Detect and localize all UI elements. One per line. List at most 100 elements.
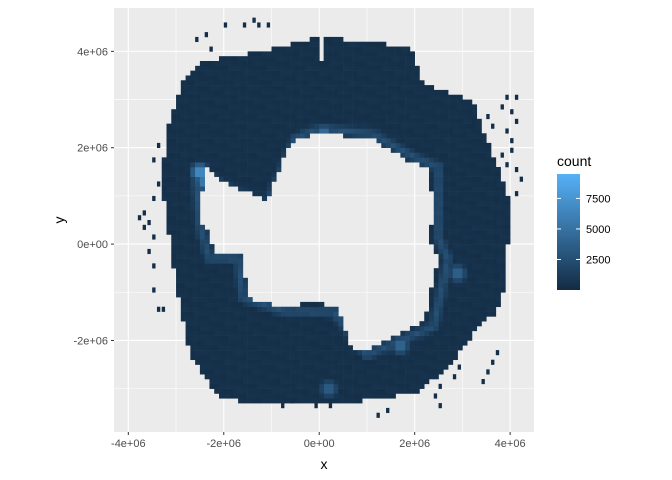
heatmap-tile [376,80,382,86]
heatmap-tile [247,85,253,91]
heatmap-tile [452,142,458,149]
heatmap-tile [233,369,239,375]
heatmap-tile [424,340,430,346]
heatmap-tile [242,393,248,399]
heatmap-tile [266,167,272,173]
heatmap-tile [448,292,454,298]
heatmap-tile [257,176,263,182]
heatmap-tile [285,138,291,144]
heatmap-tile [281,65,287,71]
heatmap-tile [429,301,435,308]
heatmap-tile [219,142,225,149]
heatmap-tile [266,99,272,105]
heatmap-tile [314,301,320,308]
heatmap-tile [381,133,387,139]
heatmap-tile [266,316,272,322]
heatmap-tile [304,301,310,308]
heatmap-tile [228,176,234,182]
heatmap-tile [290,114,296,120]
heatmap-tile [195,205,201,211]
heatmap-tile [386,61,392,67]
heatmap-tile [214,85,220,91]
heatmap-tile [429,94,435,100]
heatmap-tile [228,114,234,120]
heatmap-tile [309,388,315,394]
heatmap-tile [357,94,363,100]
heatmap-tile [176,253,182,259]
heatmap-tile [471,109,478,115]
heatmap-tile [362,65,368,71]
heatmap-tile [352,94,358,100]
heatmap-tile [500,191,506,197]
heatmap-tile [171,123,177,129]
heatmap-tile [405,359,411,365]
heatmap-tile [242,388,248,394]
heatmap-tile [471,191,478,197]
heatmap-tile [228,364,234,370]
heatmap-tile [199,273,205,279]
heatmap-tile [176,104,182,110]
heatmap-tile [457,200,463,206]
heatmap-tile [405,345,411,351]
heatmap-tile [409,157,415,163]
heatmap-tile [462,171,468,177]
heatmap-tile [176,114,182,120]
heatmap-tile [304,94,310,100]
stray-tile [491,359,495,365]
heatmap-tile [242,56,248,62]
heatmap-tile [276,350,282,356]
heatmap-tile [252,133,258,139]
heatmap-tile [438,359,444,365]
heatmap-tile [219,311,225,317]
heatmap-tile [376,388,382,394]
heatmap-tile [176,186,182,192]
heatmap-tile [185,316,191,322]
heatmap-tile [233,142,239,149]
heatmap-tile [281,70,287,76]
y-tick-label: 0e+00 [77,239,108,251]
x-axis: -4e+06 -2e+06 0e+00 2e+06 4e+06 [111,432,526,450]
heatmap-tile [457,171,463,177]
heatmap-tile [448,277,454,283]
heatmap-tile [467,330,473,336]
heatmap-tile [443,152,449,158]
heatmap-tile [443,292,449,298]
heatmap-tile [338,94,344,100]
heatmap-tile [271,123,277,129]
heatmap-tile [333,104,339,110]
heatmap-tile [495,191,501,197]
heatmap-tile [295,89,301,96]
heatmap-tile [195,138,201,144]
heatmap-tile [190,75,196,81]
heatmap-tile [180,176,186,182]
heatmap-tile [338,41,344,47]
heatmap-tile [190,239,196,245]
heatmap-tile [319,306,325,312]
heatmap-tile [228,258,234,264]
heatmap-tile [371,75,377,81]
heatmap-tile [190,94,196,100]
heatmap-tile [276,99,282,105]
heatmap-tile [304,128,310,134]
heatmap-tiles [137,17,524,418]
heatmap-tile [462,287,468,293]
heatmap-tile [195,234,201,240]
heatmap-tile [333,350,339,356]
heatmap-tile [204,273,210,279]
heatmap-tile [281,359,287,365]
heatmap-tile [424,99,430,105]
heatmap-tile [424,330,430,336]
heatmap-tile [419,123,425,129]
heatmap-tile [219,171,225,177]
heatmap-tile [214,70,220,76]
heatmap-tile [238,253,244,259]
heatmap-tile [328,364,334,370]
heatmap-tile [328,393,334,399]
heatmap-tile [309,364,315,370]
heatmap-tile [285,118,291,124]
heatmap-tile [491,234,497,240]
heatmap-tile [476,306,482,312]
heatmap-tile [376,114,382,120]
heatmap-tile [257,162,263,168]
heatmap-tile [366,359,373,365]
